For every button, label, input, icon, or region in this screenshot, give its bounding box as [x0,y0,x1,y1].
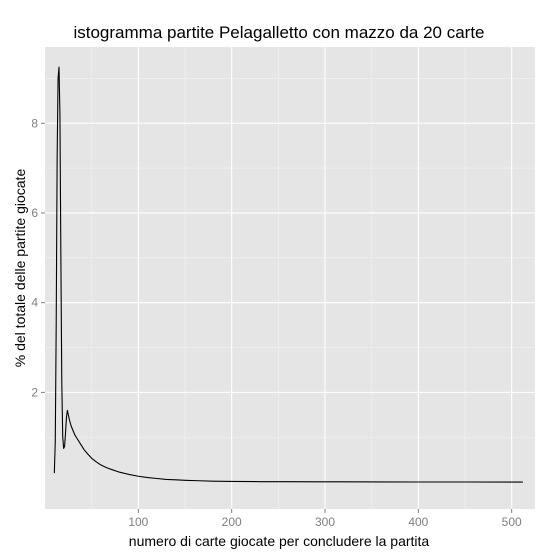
series-line [53,66,523,483]
y-tick-label: 8 [31,116,38,130]
minor-grid [45,47,535,509]
x-axis-title: numero di carte giocate per concludere l… [129,533,430,549]
y-axis: 2 4 6 8 [31,116,45,399]
x-axis: 100 200 300 400 500 [128,509,522,529]
plot-panel [45,47,535,509]
x-tick-label: 200 [222,515,242,529]
y-tick-label: 4 [31,296,38,310]
x-tick-label: 400 [408,515,428,529]
y-tick-label: 6 [31,206,38,220]
x-tick-label: 500 [502,515,522,529]
chart-title: istogramma partite Pelagalletto con mazz… [73,23,484,42]
y-tick-label: 2 [31,385,38,399]
x-tick-label: 100 [128,515,148,529]
x-tick-label: 300 [315,515,335,529]
y-axis-title: % del totale delle partite giocate [12,169,28,368]
major-grid [45,47,535,509]
